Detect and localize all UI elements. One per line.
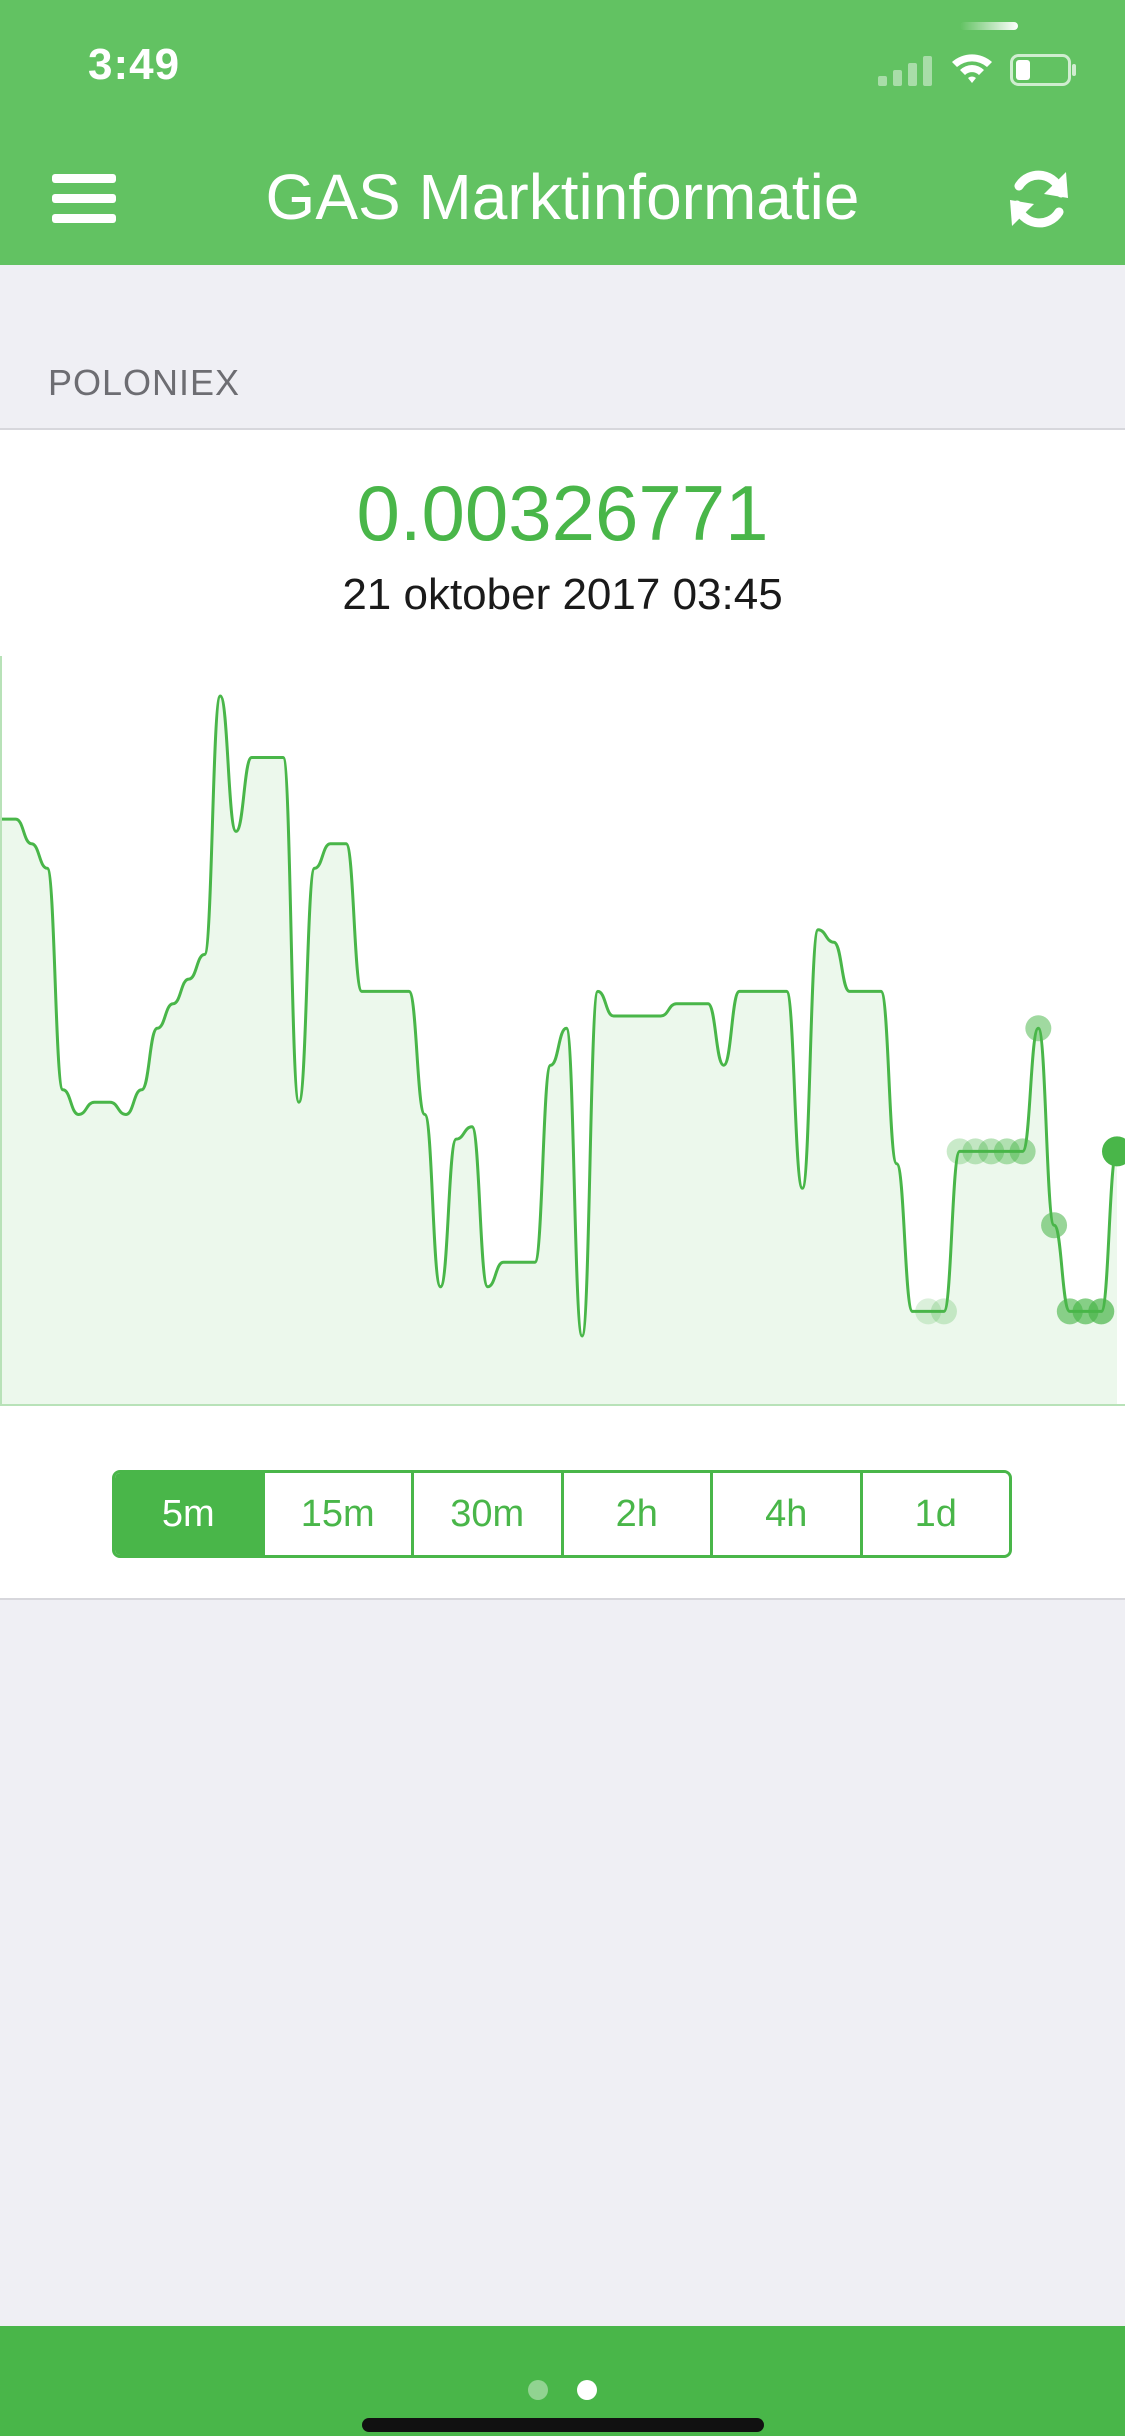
chart-point [946, 1138, 973, 1165]
chart-point [1088, 1298, 1115, 1325]
status-bar: 3:49 [0, 0, 1125, 130]
interval-5m-button[interactable]: 5m [115, 1473, 262, 1555]
chart-point [978, 1138, 1005, 1165]
interval-15m-button[interactable]: 15m [261, 1473, 411, 1555]
market-card: 0.00326771 21 oktober 2017 03:45 5m 15m … [0, 428, 1125, 1600]
chart-point [1009, 1138, 1036, 1165]
battery-icon [1010, 54, 1076, 86]
chart-point [930, 1298, 957, 1325]
interval-2h-button[interactable]: 2h [560, 1473, 710, 1555]
chart-point [1102, 1136, 1125, 1167]
refresh-icon [1010, 170, 1068, 228]
navigation-bar: GAS Marktinformatie [0, 130, 1125, 265]
cellular-signal-icon [878, 56, 932, 86]
status-indicator [960, 22, 1018, 30]
chart-point [962, 1138, 989, 1165]
chart-point [993, 1138, 1020, 1165]
home-indicator[interactable] [362, 2418, 764, 2432]
refresh-button[interactable] [1006, 166, 1072, 232]
chart-point [1025, 1015, 1052, 1042]
exchange-label: POLONIEX [48, 362, 241, 403]
page-dot-2[interactable] [577, 2380, 597, 2400]
hamburger-menu-icon [52, 174, 116, 183]
page-title: GAS Marktinformatie [265, 161, 860, 233]
interval-4h-button[interactable]: 4h [710, 1473, 860, 1555]
interval-selector: 5m 15m 30m 2h 4h 1d [112, 1470, 1012, 1558]
price-chart[interactable] [0, 656, 1125, 1406]
footer-bar [0, 2326, 1125, 2436]
interval-1d-button[interactable]: 1d [859, 1473, 1009, 1555]
wifi-icon [952, 54, 992, 83]
current-price: 0.00326771 [356, 469, 769, 557]
interval-30m-button[interactable]: 30m [411, 1473, 561, 1555]
menu-button[interactable] [52, 170, 116, 226]
status-time: 3:49 [88, 40, 181, 89]
price-timestamp: 21 oktober 2017 03:45 [342, 570, 783, 619]
price-line [0, 694, 1119, 1338]
chart-point [915, 1298, 942, 1325]
page-dot-1[interactable] [528, 2380, 548, 2400]
chart-point [1041, 1212, 1068, 1239]
